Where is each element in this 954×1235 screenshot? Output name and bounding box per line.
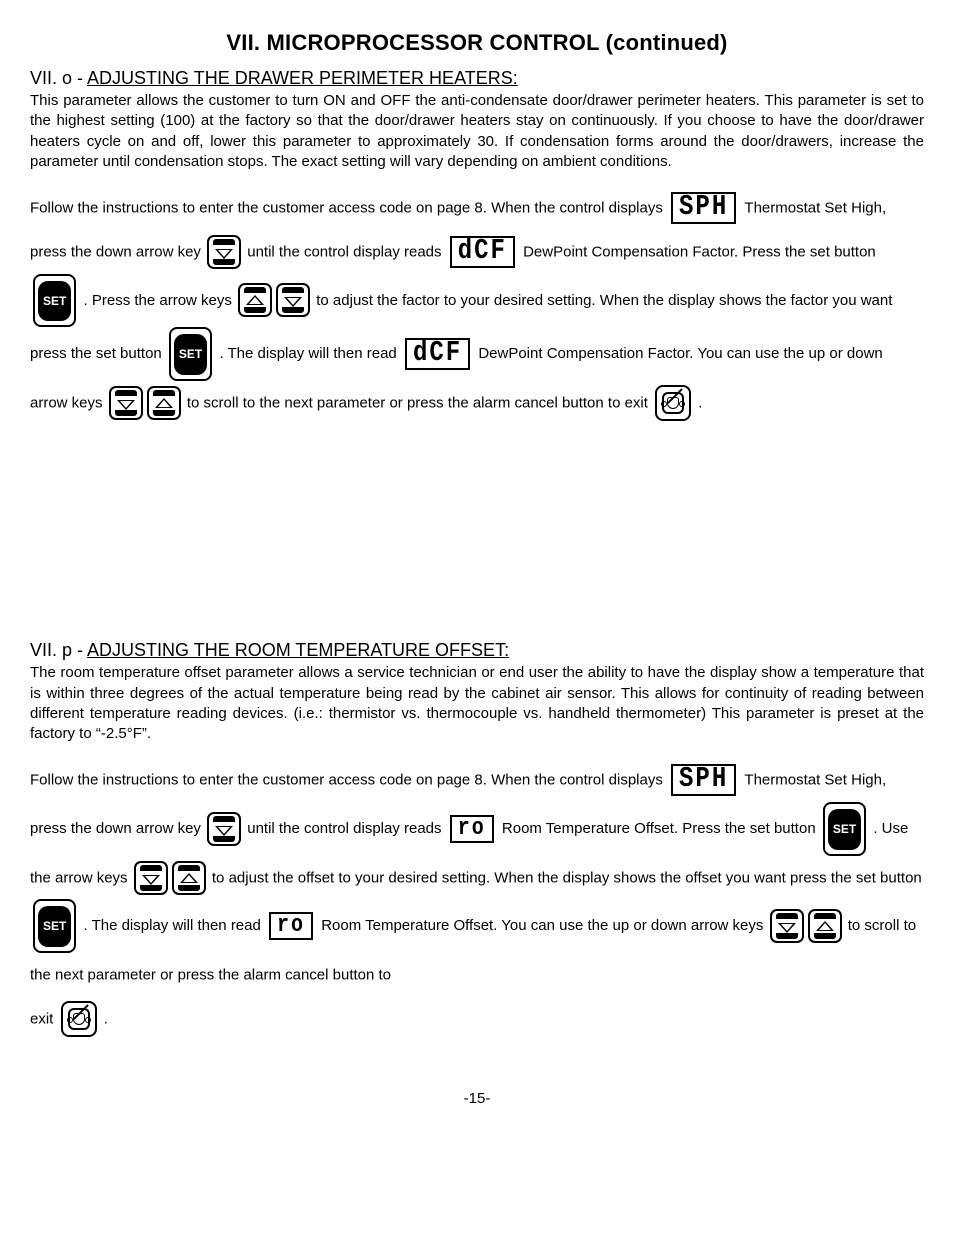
up-arrow-icon	[147, 386, 181, 420]
set-button-icon: SET	[169, 327, 212, 381]
down-arrow-icon	[134, 861, 168, 895]
page-number: -15-	[30, 1090, 924, 1107]
text: DewPoint Compensation Factor. Press the …	[523, 243, 876, 260]
set-label: SET	[828, 809, 861, 850]
page-title: VII. MICROPROCESSOR CONTROL (continued)	[30, 30, 924, 56]
section-o-title: ADJUSTING THE DRAWER PERIMETER HEATERS:	[87, 68, 518, 88]
set-label: SET	[38, 906, 71, 947]
section-o-prefix: VII. o -	[30, 68, 87, 88]
text: .	[698, 394, 702, 411]
down-arrow-icon	[770, 909, 804, 943]
up-arrow-icon	[808, 909, 842, 943]
lcd-dcf: dCF	[450, 236, 515, 268]
text: exit	[30, 1010, 58, 1027]
down-arrow-icon	[276, 283, 310, 317]
alarm-cancel-icon	[61, 1001, 97, 1037]
set-label: SET	[174, 334, 207, 375]
text: to adjust the offset to your desired set…	[212, 869, 922, 886]
text: . Press the arrow keys	[84, 292, 237, 309]
text: until the control display reads	[247, 243, 445, 260]
section-o-paragraph: This parameter allows the customer to tu…	[30, 91, 924, 172]
text: to scroll to the next parameter or press…	[187, 394, 652, 411]
lcd-ro-text: ro	[458, 817, 486, 841]
set-button-icon: SET	[823, 802, 866, 856]
set-label: SET	[38, 281, 71, 322]
section-p-prefix: VII. p -	[30, 640, 87, 660]
section-p-paragraph: The room temperature offset parameter al…	[30, 663, 924, 744]
section-p-title: ADJUSTING THE ROOM TEMPERATURE OFFSET:	[87, 640, 509, 660]
alarm-cancel-icon	[655, 385, 691, 421]
down-arrow-icon	[109, 386, 143, 420]
lcd-sph-text: SPH	[679, 194, 728, 223]
section-o-instructions: Follow the instructions to enter the cus…	[30, 186, 924, 424]
text: Follow the instructions to enter the cus…	[30, 199, 667, 216]
section-o-heading: VII. o - ADJUSTING THE DRAWER PERIMETER …	[30, 68, 924, 89]
down-arrow-icon	[207, 812, 241, 846]
section-p-heading: VII. p - ADJUSTING THE ROOM TEMPERATURE …	[30, 640, 924, 661]
lcd-sph: SPH	[671, 192, 736, 224]
text: . The display will then read	[84, 917, 266, 934]
section-p-instructions: Follow the instructions to enter the cus…	[30, 758, 924, 1040]
lcd-ro: ro	[269, 912, 313, 940]
set-button-icon: SET	[33, 899, 76, 953]
lcd-sph: SPH	[671, 764, 736, 796]
text: .	[104, 1010, 108, 1027]
text: Room Temperature Offset. You can use the…	[321, 917, 767, 934]
lcd-ro-text: ro	[277, 914, 305, 938]
lcd-dcf: dCF	[405, 338, 470, 370]
lcd-dcf-text: dCF	[413, 339, 462, 368]
up-arrow-icon	[238, 283, 272, 317]
up-arrow-icon	[172, 861, 206, 895]
text: . The display will then read	[219, 345, 401, 362]
text: Follow the instructions to enter the cus…	[30, 772, 667, 789]
text: Room Temperature Offset. Press the set b…	[502, 820, 820, 837]
set-button-icon: SET	[33, 274, 76, 328]
down-arrow-icon	[207, 235, 241, 269]
lcd-ro: ro	[450, 815, 494, 843]
lcd-dcf-text: dCF	[458, 237, 507, 266]
text: until the control display reads	[247, 820, 445, 837]
lcd-sph-text: SPH	[679, 766, 728, 795]
